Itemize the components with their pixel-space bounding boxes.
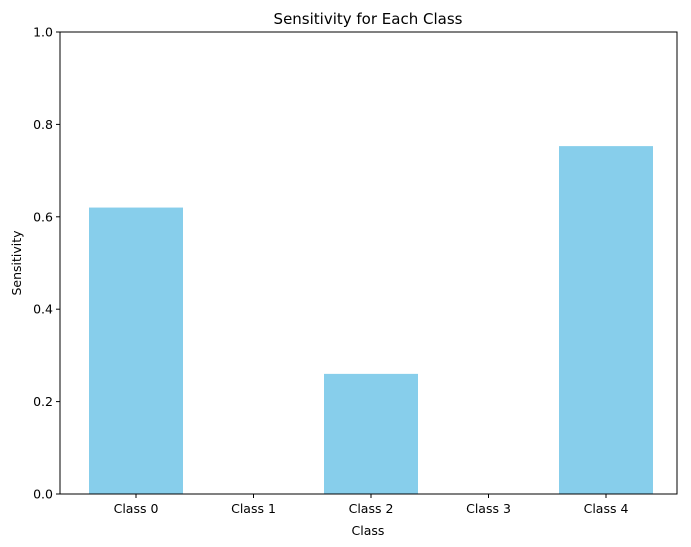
bar-class-4: [559, 146, 653, 494]
plot-frame: [59, 31, 678, 495]
x-tick-label: Class 3: [466, 501, 511, 516]
y-tick-label: 0.2: [33, 394, 53, 409]
y-tick-label: 0.6: [33, 209, 53, 224]
x-tick-label: Class 4: [584, 501, 629, 516]
y-axis-label: Sensitivity: [9, 230, 24, 296]
x-tick-label: Class 0: [114, 501, 159, 516]
x-tick-label: Class 2: [349, 501, 394, 516]
y-tick-label: 0.4: [33, 302, 53, 317]
x-tick-label: Class 1: [231, 501, 276, 516]
bar-class-2: [324, 373, 418, 494]
x-axis: Class 0 Class 1 Class 2 Class 3 Class 4: [114, 494, 629, 516]
x-axis-label: Class: [352, 523, 385, 538]
y-tick-label: 0.8: [33, 117, 53, 132]
y-tick-label: 0.0: [33, 487, 53, 502]
bars: [89, 146, 653, 494]
chart-title: Sensitivity for Each Class: [274, 10, 463, 28]
y-axis: 0.0 0.2 0.4 0.6 0.8 1.0: [33, 25, 60, 502]
y-tick-label: 1.0: [33, 25, 53, 40]
bar-class-0: [89, 207, 183, 494]
